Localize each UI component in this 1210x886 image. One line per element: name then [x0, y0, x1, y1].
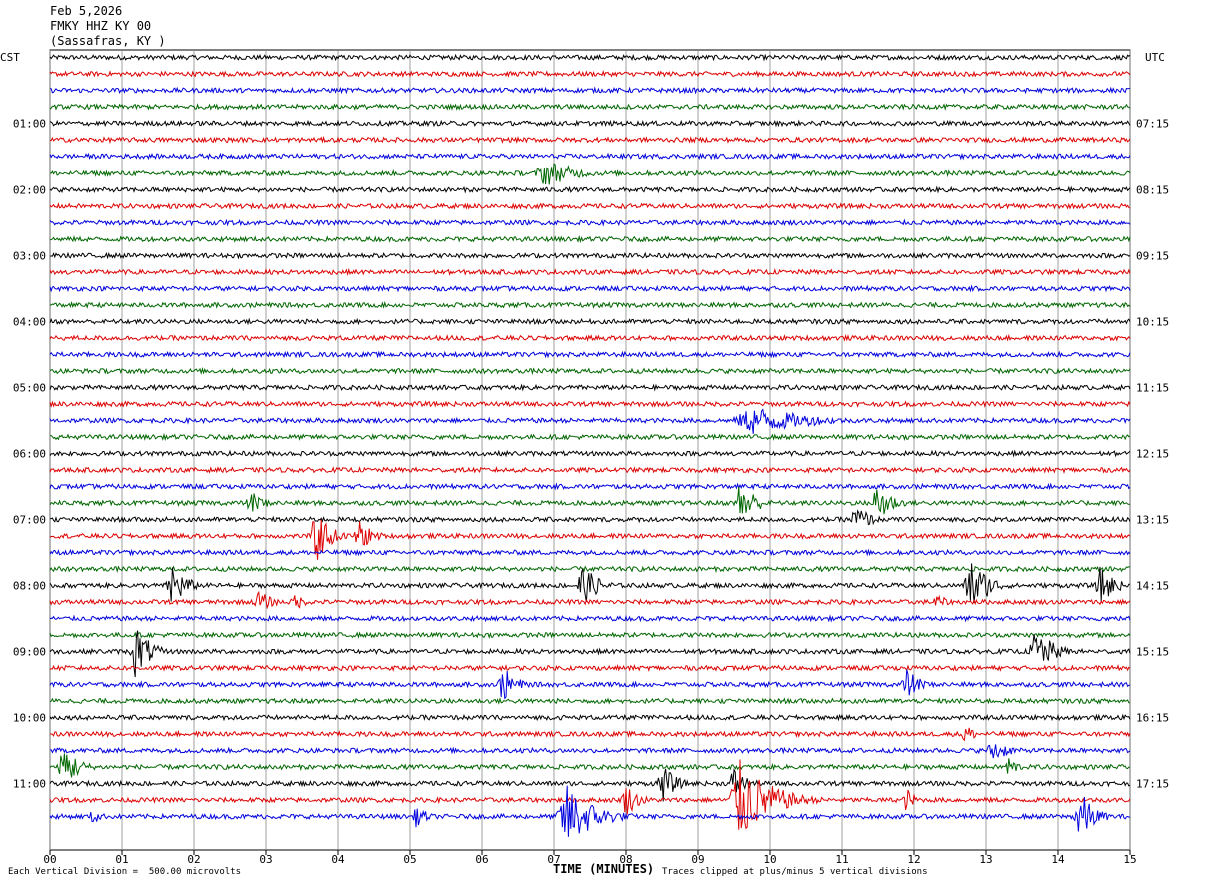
- seismic-trace-row: [49, 317, 1131, 326]
- x-tick-label: 13: [979, 853, 992, 866]
- label-group: 00 01 02 03 04 05 06 07 08 09 10 11 12 13 14 15 CST UTC 01…: [0, 51, 1169, 866]
- cst-time-label: 03:00: [13, 250, 46, 263]
- seismic-trace-row: [49, 614, 1131, 623]
- cst-time-label: 11:00: [13, 778, 46, 791]
- seismic-trace-row: [49, 135, 1131, 145]
- seismic-trace-row: [49, 383, 1131, 392]
- x-tick-label: 14: [1051, 853, 1065, 866]
- x-tick-label: 15: [1123, 853, 1136, 866]
- seismic-trace-row: [49, 267, 1131, 277]
- seismic-trace-row: [49, 119, 1131, 128]
- utc-time-label: 10:15: [1136, 316, 1169, 329]
- x-tick-label: 08: [619, 853, 632, 866]
- seismic-trace-row: [49, 449, 1131, 458]
- seismic-trace-row: [49, 366, 1131, 376]
- seismic-trace-row: [49, 727, 1131, 742]
- seismic-trace-row: [49, 759, 1131, 830]
- cst-time-label: 06:00: [13, 448, 46, 461]
- x-tick-label: 06: [475, 853, 488, 866]
- x-tick-label: 10: [763, 853, 776, 866]
- seismic-trace-row: [49, 548, 1131, 557]
- trace-group: [49, 53, 1131, 837]
- x-tick-label: 00: [43, 853, 56, 866]
- x-tick-label: 02: [187, 853, 200, 866]
- seismic-trace-row: [49, 152, 1131, 161]
- seismic-trace-row: [49, 300, 1131, 310]
- utc-time-label: 11:15: [1136, 382, 1169, 395]
- right-axis-label: UTC: [1145, 51, 1165, 64]
- utc-time-label: 17:15: [1136, 778, 1169, 791]
- clip-note: Traces clipped at plus/minus 5 vertical …: [662, 867, 928, 877]
- seismic-trace-row: [49, 86, 1131, 95]
- seismic-trace-row: [49, 103, 1131, 111]
- station-location: (Sassafras, KY ): [50, 34, 166, 48]
- x-tick-label: 12: [907, 853, 920, 866]
- seismic-trace-row: [49, 400, 1131, 408]
- seismic-trace-row: [49, 466, 1131, 474]
- seismic-trace-row: [49, 768, 1131, 802]
- seismic-trace-row: [49, 563, 1130, 603]
- x-tick-label: 05: [403, 853, 416, 866]
- x-tick-label: 07: [547, 853, 560, 866]
- utc-time-label: 07:15: [1136, 118, 1169, 131]
- cst-time-label: 08:00: [13, 580, 46, 593]
- cst-time-label: 02:00: [13, 184, 46, 197]
- seismic-trace-row: [49, 350, 1131, 359]
- seismic-trace-row: [49, 185, 1131, 194]
- seismic-trace-row: [49, 630, 1131, 678]
- seismic-trace-row: [49, 509, 1131, 526]
- seismic-trace-row: [49, 333, 1131, 342]
- utc-time-label: 12:15: [1136, 448, 1169, 461]
- seismic-trace-row: [49, 631, 1131, 639]
- seismic-trace-row: [49, 432, 1131, 442]
- seismic-trace-row: [49, 744, 1131, 759]
- cst-time-label: 04:00: [13, 316, 46, 329]
- cst-time-label: 01:00: [13, 118, 46, 131]
- seismic-trace-row: [49, 163, 1131, 185]
- seismic-trace-row: [49, 234, 1131, 244]
- seismic-trace-row: [49, 753, 1130, 778]
- cst-time-label: 09:00: [13, 646, 46, 659]
- x-tick-label: 01: [115, 853, 128, 866]
- utc-time-label: 14:15: [1136, 580, 1169, 593]
- x-tick-label: 04: [331, 853, 345, 866]
- seismic-trace-row: [49, 202, 1131, 210]
- left-axis-label: CST: [0, 51, 20, 64]
- seismic-trace-row: [49, 487, 1131, 515]
- utc-time-label: 16:15: [1136, 712, 1169, 725]
- utc-time-label: 09:15: [1136, 250, 1169, 263]
- x-tick-label: 11: [835, 853, 848, 866]
- seismic-trace-row: [49, 565, 1131, 574]
- x-axis-title: TIME (MINUTES): [553, 862, 655, 876]
- seismic-trace-row: [49, 590, 1131, 610]
- seismic-trace-row: [49, 697, 1131, 705]
- vertical-scale-note: Each Vertical Division = 500.00 microvol…: [8, 867, 241, 877]
- cst-time-label: 10:00: [13, 712, 46, 725]
- station-code: FMKY HHZ KY 00: [50, 19, 152, 33]
- cst-time-label: 07:00: [13, 514, 46, 527]
- seismic-trace-row: [49, 53, 1131, 62]
- seismic-trace-row: [49, 482, 1131, 491]
- x-tick-label: 09: [691, 853, 704, 866]
- seismic-trace-row: [49, 713, 1131, 722]
- seismic-trace-row: [49, 218, 1131, 227]
- utc-time-label: 15:15: [1136, 646, 1169, 659]
- seismic-trace-row: [49, 408, 1131, 434]
- plot-frame: [49, 49, 1131, 851]
- seismic-trace-row: [49, 785, 1131, 837]
- plot-date: Feb 5,2026: [50, 4, 123, 18]
- utc-time-label: 13:15: [1136, 514, 1169, 527]
- seismic-trace-row: [49, 519, 1131, 560]
- seismic-trace-row: [49, 669, 1131, 700]
- seismic-trace-row: [49, 663, 1131, 672]
- seismic-trace-row: [49, 284, 1131, 293]
- cst-time-label: 05:00: [13, 382, 46, 395]
- utc-time-label: 08:15: [1136, 184, 1169, 197]
- seismic-trace-row: [49, 70, 1131, 79]
- seismic-trace-row: [49, 251, 1131, 260]
- x-tick-label: 03: [259, 853, 272, 866]
